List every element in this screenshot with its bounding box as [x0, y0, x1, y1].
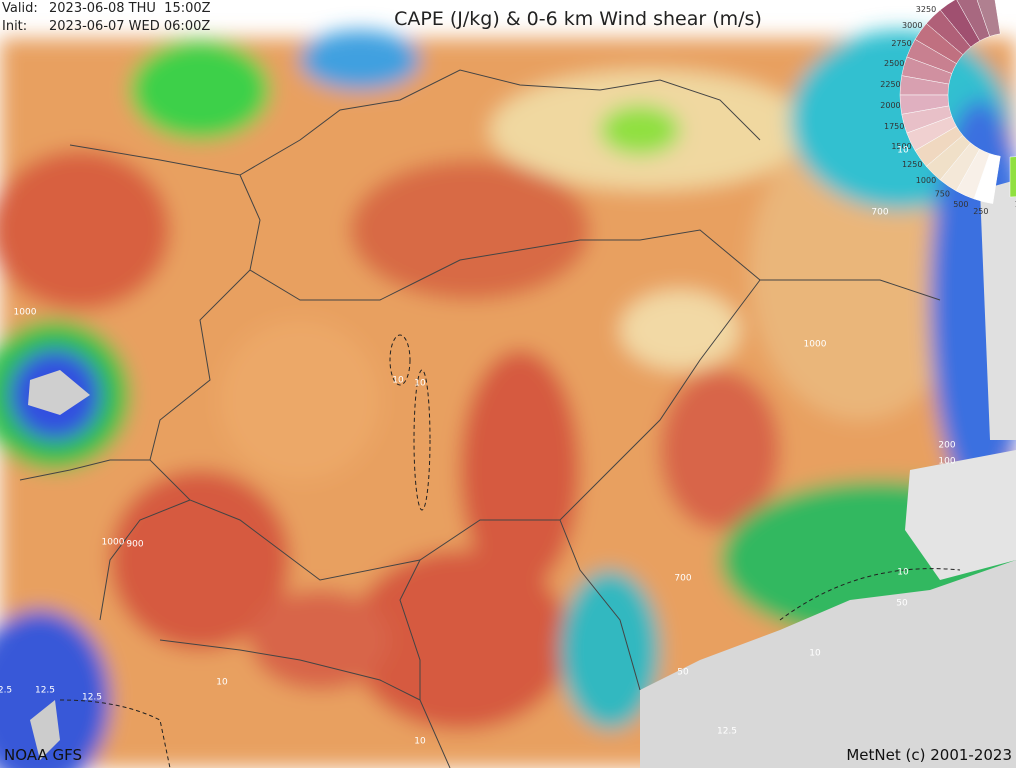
legend-label: 2250 — [880, 80, 900, 89]
legend-label: 500 — [953, 200, 968, 209]
contour-label: 700 — [674, 574, 691, 584]
contour-label: 50 — [677, 668, 689, 678]
legend-label: 1250 — [902, 160, 922, 169]
contour-label: 100 — [938, 457, 955, 467]
contour-label: 900 — [126, 540, 143, 550]
legend-label: 3000 — [902, 21, 922, 30]
borders — [19, 69, 941, 768]
legend-label: 1000 — [916, 176, 936, 185]
contour-label: 10 — [897, 146, 909, 156]
valid-label: Valid: — [2, 1, 38, 16]
legend-swatch — [1009, 156, 1016, 198]
contour-label: 1000 — [102, 538, 125, 548]
legend-label: 1500 — [891, 142, 911, 151]
contour-label: 1000 — [14, 308, 37, 318]
legend-label: 1750 — [884, 122, 904, 131]
contour-label: 10 — [897, 568, 909, 578]
contour-label: 700 — [871, 208, 888, 218]
contour-label: 10 — [392, 376, 404, 386]
legend-label: 250 — [973, 207, 988, 216]
contour-label: 10 — [809, 649, 821, 659]
credit: MetNet (c) 2001-2023 — [846, 746, 1012, 764]
contour-label: 50 — [896, 599, 908, 609]
terrain — [28, 180, 1016, 768]
init-label: Init: — [2, 19, 28, 34]
legend-label: 2000 — [880, 101, 900, 110]
contour-label: 2.5 — [0, 686, 12, 696]
legend-label: 750 — [935, 190, 950, 199]
valid-time: 2023-06-08 THU 15:00Z — [49, 1, 211, 16]
contour-label: 10 — [414, 737, 426, 747]
legend-label: 2750 — [891, 39, 911, 48]
contour-label: 12.5 — [82, 693, 102, 703]
legend: 4000375035003250300027502500225020001750… — [880, 0, 1016, 216]
map-title: CAPE (J/kg) & 0-6 km Wind shear (m/s) — [394, 8, 762, 30]
source: NOAA GFS — [4, 746, 82, 764]
legend-label: 2500 — [884, 59, 904, 68]
shear-contours — [59, 334, 961, 768]
contour-label: 10 — [414, 379, 426, 389]
cape-field — [0, 30, 1016, 768]
legend-label: 10 — [1015, 200, 1016, 209]
contour-label: 1000 — [804, 340, 827, 350]
contour-label: 12.5 — [717, 727, 737, 737]
legend-label: 3250 — [916, 5, 936, 14]
legend-swatch — [973, 153, 1001, 204]
contour-label: 200 — [938, 441, 955, 451]
contour-label: 12.5 — [35, 686, 55, 696]
contour-label: 10 — [216, 678, 228, 688]
init-time: 2023-06-07 WED 06:00Z — [49, 19, 211, 34]
